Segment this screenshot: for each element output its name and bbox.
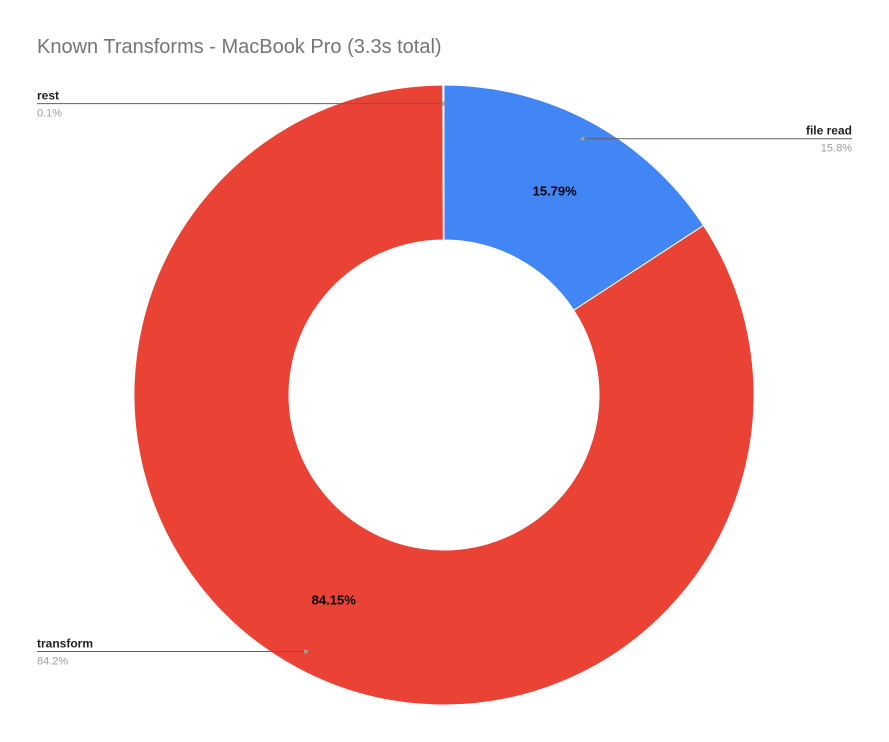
legend-label-transform: transform xyxy=(37,637,93,651)
leader-dot-file-read xyxy=(580,136,585,141)
slice-label-file-read: 15.79% xyxy=(533,184,578,199)
slice-rest xyxy=(442,84,445,241)
legend-pct-transform: 84.2% xyxy=(37,656,68,668)
legend-pct-file-read: 15.8% xyxy=(821,143,852,155)
legend-label-file-read: file read xyxy=(806,124,852,138)
slice-file-read xyxy=(443,84,705,311)
leader-dot-rest xyxy=(441,101,446,106)
slice-transform xyxy=(133,84,755,706)
chart-title: Known Transforms - MacBook Pro (3.3s tot… xyxy=(37,36,442,58)
legend-label-rest: rest xyxy=(37,89,59,103)
leader-dot-transform xyxy=(303,649,308,654)
legend-pct-rest: 0.1% xyxy=(37,108,62,120)
slice-label-transform: 84.15% xyxy=(312,593,357,608)
